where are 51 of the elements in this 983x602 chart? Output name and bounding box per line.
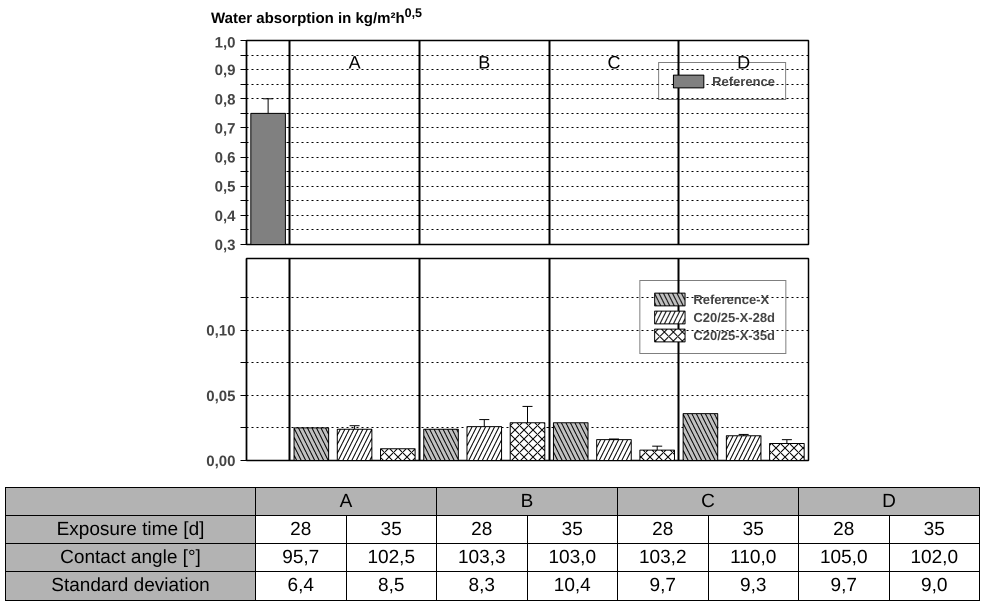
x-tick-label: B [478,52,490,72]
category-label: Contact angle [°] [60,547,201,568]
legend-label: C20/25-X-28d [693,310,775,324]
y-tick-label: 0,9 [214,62,236,80]
category-label: B [436,488,618,516]
legend-label: Reference-X [693,292,770,306]
text: 9,0 [921,575,948,596]
text: 35 [924,519,945,540]
y-tick-label: 0,3 [214,237,236,254]
text: 95,7 [282,547,320,568]
text: 35 [562,519,583,540]
text: 105,0 [820,547,868,568]
category-label: D [798,488,980,516]
text: 6,4 [288,575,314,596]
y-tick-label: 0,00 [206,453,236,470]
legend-label: C20/25-X-35d [693,328,775,342]
text: 8,5 [378,575,404,596]
y-tick-label: 0,6 [214,150,236,167]
category-label: Standard deviation [51,575,210,596]
chart-title: Water absorption in kg/m²h$^{0,5}$ [211,5,422,29]
text: 103,0 [548,547,596,568]
x-tick-label: C [607,52,620,72]
legend-label: Reference [712,74,775,88]
y-tick-label: 0,8 [214,91,236,108]
x-tick-label: A [348,52,361,72]
text: 9,3 [740,575,766,596]
y-tick-label: 0,5 [214,178,236,196]
y-tick-label: 0,10 [206,322,236,340]
text: 103,2 [638,547,687,568]
text: 28 [471,519,492,540]
text: 28 [652,519,674,540]
category-label: A [256,488,436,516]
category-label: Exposure time [d] [56,519,204,540]
category-label: C [618,488,798,516]
text: 102,5 [367,547,416,568]
x-tick-label: D [737,52,750,72]
text: 9,7 [830,575,857,596]
text: 8,3 [468,575,495,596]
text: 35 [380,519,402,540]
text: 28 [290,519,312,540]
text: 9,7 [650,575,676,596]
text: 102,0 [910,547,958,568]
y-tick-label: 0,4 [214,208,236,225]
y-tick-label: 0,7 [214,120,236,138]
text: 10,4 [554,575,591,596]
text: 35 [742,519,764,540]
text: 110,0 [730,547,776,568]
y-tick-label: 1,0 [214,34,236,52]
text: 103,3 [458,547,506,568]
text: 28 [833,519,854,540]
y-tick-label: 0,05 [206,388,236,405]
